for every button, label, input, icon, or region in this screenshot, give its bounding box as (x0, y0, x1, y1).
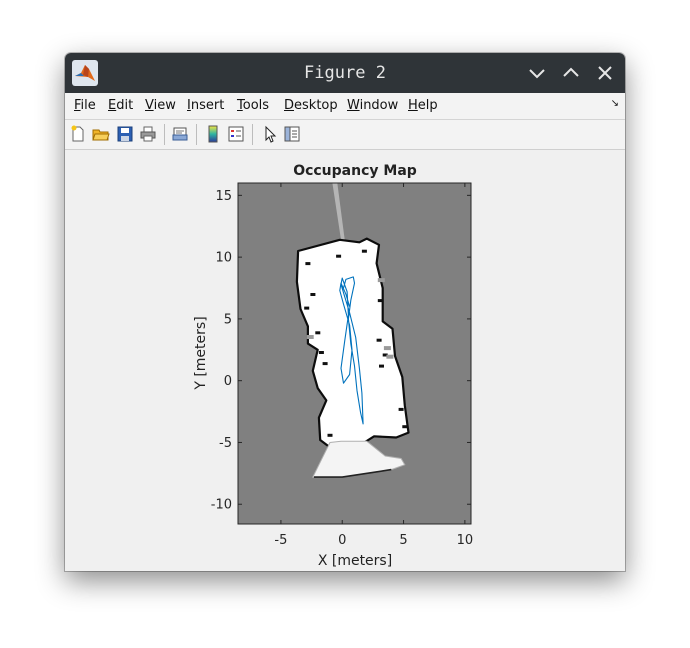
y-tick-label: 15 (215, 189, 232, 204)
map-obstacle-cell (305, 262, 311, 266)
toolbar-separator (252, 124, 253, 145)
print-icon[interactable] (139, 125, 157, 143)
minimize-button[interactable] (525, 61, 549, 85)
map-free-space-region (295, 237, 410, 449)
occupancy-map-chart: Occupancy Map -5 0 5 10 15 10 5 0 -5 -10 X [meter… (193, 163, 474, 569)
map-obstacle-cell (376, 338, 382, 342)
map-obstacle-cell (382, 353, 388, 357)
close-button[interactable] (593, 61, 617, 85)
map-obstacle-cell (327, 433, 333, 437)
close-icon (598, 66, 612, 80)
window-title: Figure 2 (304, 63, 386, 83)
menu-desktop[interactable]: Desktop (284, 98, 338, 113)
chevron-up-icon (563, 67, 579, 77)
y-tick-label: -10 (211, 498, 232, 513)
legend-icon[interactable] (227, 125, 245, 143)
y-tick-label: 5 (224, 312, 232, 327)
menu-overflow-arrow-icon[interactable]: ↘ (610, 98, 619, 109)
save-icon[interactable] (116, 125, 134, 143)
map-unknown-gap (377, 278, 385, 283)
colorbar-icon[interactable] (204, 125, 222, 143)
matlab-logo-icon (72, 60, 98, 86)
map-obstacle-cell (377, 299, 383, 303)
property-inspector-icon[interactable] (283, 125, 301, 143)
menu-window[interactable]: Window (347, 98, 399, 113)
menu-view[interactable]: View (145, 98, 176, 113)
map-obstacle-cell (379, 364, 384, 368)
map-obstacle-cell (315, 331, 321, 335)
map-unknown-gap (386, 354, 394, 359)
menu-tools[interactable]: Tools (237, 98, 270, 113)
menu-insert[interactable]: Insert (187, 98, 225, 113)
open-file-icon[interactable] (92, 125, 110, 143)
pointer-icon[interactable] (261, 125, 279, 143)
map-obstacle-cell (310, 293, 316, 296)
map-obstacle-cell (336, 254, 342, 258)
map-obstacle-cell (361, 249, 367, 253)
x-tick-label: 0 (338, 533, 346, 548)
x-axis-label: X [meters] (318, 553, 392, 569)
toolbar-separator (196, 124, 197, 145)
menu-file[interactable]: File (74, 98, 96, 113)
figure-canvas: Occupancy Map -5 0 5 10 15 10 5 0 -5 -10 X [meter… (65, 150, 625, 571)
y-tick-label: -5 (219, 436, 232, 451)
chart-title: Occupancy Map (293, 163, 417, 179)
toolbar-separator (164, 124, 165, 145)
title-bar[interactable]: Figure 2 (65, 53, 625, 93)
map-obstacle-cell (398, 407, 404, 411)
map-beam-region (332, 183, 345, 240)
map-obstacle-cell (318, 351, 324, 354)
map-unknown-gap (383, 346, 391, 351)
figure-toolbar (65, 120, 625, 150)
axes-box (237, 182, 472, 525)
plot-area[interactable] (237, 182, 472, 525)
map-unknown-gap (306, 335, 314, 339)
x-tick-label: -5 (274, 533, 287, 548)
menu-help[interactable]: Help (408, 98, 438, 113)
x-tick-label: 5 (399, 533, 407, 548)
y-axis-label: Y [meters] (193, 316, 209, 390)
maximize-button[interactable] (559, 61, 583, 85)
robot-path-line (339, 276, 364, 425)
figure-window: Figure 2 File Edit View Insert Tools Des… (65, 53, 625, 571)
y-tick-label: 0 (224, 374, 232, 389)
map-wall-segment (314, 468, 392, 478)
map-obstacle-cell (402, 425, 408, 429)
link-plot-icon[interactable] (171, 125, 189, 143)
new-figure-icon[interactable] (69, 125, 87, 143)
x-tick-label: 10 (457, 533, 474, 548)
map-obstacle-cell (322, 362, 328, 366)
chevron-down-icon (529, 69, 545, 79)
menu-bar: File Edit View Insert Tools Desktop Wind… (65, 93, 625, 120)
y-tick-label: 10 (215, 251, 232, 266)
map-obstacle-cell (304, 306, 310, 310)
menu-edit[interactable]: Edit (108, 98, 134, 113)
